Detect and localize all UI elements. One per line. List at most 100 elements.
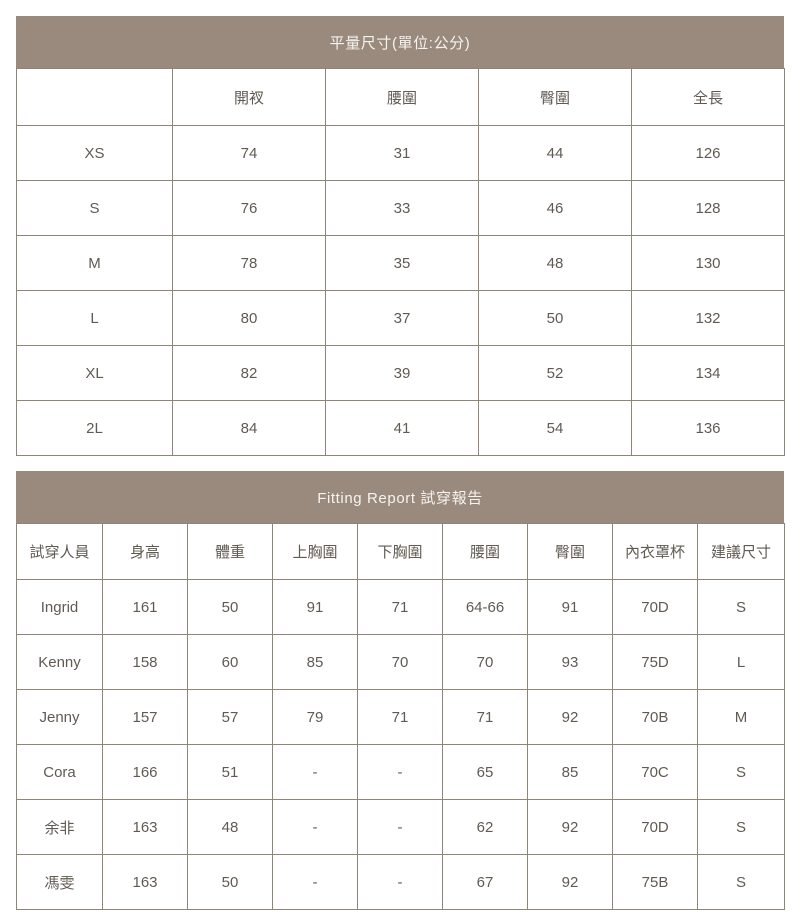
table-cell: 50 — [478, 290, 632, 346]
table-cell: 51 — [187, 744, 273, 800]
table-cell: 91 — [527, 579, 613, 635]
row-header: Ingrid — [16, 579, 103, 635]
table-cell: 70D — [612, 799, 698, 855]
table-cell: 92 — [527, 854, 613, 910]
table-cell: 91 — [272, 579, 358, 635]
column-header: 臀圍 — [478, 68, 632, 126]
table-cell: M — [697, 689, 785, 745]
row-header: 余非 — [16, 799, 103, 855]
table-cell: 64-66 — [442, 579, 528, 635]
table-cell: 67 — [442, 854, 528, 910]
table-cell: 79 — [272, 689, 358, 745]
table-cell: 76 — [172, 180, 326, 236]
table-cell: 85 — [527, 744, 613, 800]
table-cell: 70 — [357, 634, 443, 690]
column-header: 開衩 — [172, 68, 326, 126]
table-cell: 128 — [631, 180, 785, 236]
fitting-report-table: 試穿人員 身高 體重 上胸圍 下胸圍 腰圍 臀圍 內衣罩杯 建議尺寸 Ingrid 161 50 91… — [16, 523, 785, 910]
table-cell: 70B — [612, 689, 698, 745]
size-table-body: XS 74 31 44 126 S 76 33 46 128 M 78 35 48 130 L 80 37 50 13… — [16, 125, 785, 456]
column-header: 建議尺寸 — [697, 523, 785, 580]
column-header: 試穿人員 — [16, 523, 103, 580]
table-cell: 44 — [478, 125, 632, 181]
table-cell: 157 — [102, 689, 188, 745]
row-header: L — [16, 290, 173, 346]
column-header: 腰圍 — [442, 523, 528, 580]
table-cell: 33 — [325, 180, 479, 236]
table-row: 馮雯 163 50- -67 92 75B S — [16, 854, 785, 910]
row-header: Jenny — [16, 689, 103, 745]
table-cell: 75D — [612, 634, 698, 690]
table-cell: - — [272, 799, 358, 855]
table-cell: 74 — [172, 125, 326, 181]
table-cell: 65 — [442, 744, 528, 800]
table-row: 2L 84 41 54 136 — [16, 400, 785, 456]
row-header: M — [16, 235, 173, 291]
table-cell: 134 — [631, 345, 785, 401]
table-row: XL 82 39 52 134 — [16, 345, 785, 401]
table-cell: 132 — [631, 290, 785, 346]
table-cell: 136 — [631, 400, 785, 456]
table-cell: 82 — [172, 345, 326, 401]
table-cell: 60 — [187, 634, 273, 690]
column-header: 全長 — [631, 68, 785, 126]
table-cell: 50 — [187, 854, 273, 910]
table-cell: L — [697, 634, 785, 690]
table-row: Ingrid 161 50 91 71 64-66 91 70D S — [16, 579, 785, 635]
table-cell: 52 — [478, 345, 632, 401]
row-header: Kenny — [16, 634, 103, 690]
fitting-report-title: Fitting Report 試穿報告 — [16, 471, 784, 523]
table-cell: S — [697, 799, 785, 855]
table-cell: 126 — [631, 125, 785, 181]
table-cell: 35 — [325, 235, 479, 291]
table-cell: 39 — [325, 345, 479, 401]
table-cell: 48 — [478, 235, 632, 291]
table-cell: 78 — [172, 235, 326, 291]
table-cell: 85 — [272, 634, 358, 690]
table-row: XS 74 31 44 126 — [16, 125, 785, 181]
table-cell: 62 — [442, 799, 528, 855]
table-cell: 71 — [357, 579, 443, 635]
table-row: Jenny 157 57 79 71 71 92 70B M — [16, 689, 785, 745]
table-cell: 50 — [187, 579, 273, 635]
table-cell: 57 — [187, 689, 273, 745]
table-row: M 78 35 48 130 — [16, 235, 785, 291]
fitting-report-header: 試穿人員 身高 體重 上胸圍 下胸圍 腰圍 臀圍 內衣罩杯 建議尺寸 — [16, 523, 785, 580]
table-cell: - — [357, 854, 443, 910]
size-table-section: 平量尺寸(單位:公分) 開衩 腰圍 臀圍 全長 XS 74 31 44 126 S 76 33 46 1… — [16, 16, 785, 456]
table-cell: 46 — [478, 180, 632, 236]
table-cell: 54 — [478, 400, 632, 456]
table-cell: S — [697, 579, 785, 635]
table-row: L 80 37 50 132 — [16, 290, 785, 346]
column-header — [16, 68, 173, 126]
table-cell: 163 — [102, 854, 188, 910]
column-header: 臀圍 — [527, 523, 613, 580]
table-cell: 70 — [442, 634, 528, 690]
table-cell: 130 — [631, 235, 785, 291]
table-cell: 70C — [612, 744, 698, 800]
table-cell: 80 — [172, 290, 326, 346]
table-cell: 71 — [442, 689, 528, 745]
column-header: 腰圍 — [325, 68, 479, 126]
row-header: 2L — [16, 400, 173, 456]
table-cell: 70D — [612, 579, 698, 635]
table-cell: 158 — [102, 634, 188, 690]
table-row: Kenny 158 60 85 70 70 93 75D L — [16, 634, 785, 690]
column-header: 體重 — [187, 523, 273, 580]
table-cell: 71 — [357, 689, 443, 745]
column-header: 身高 — [102, 523, 188, 580]
table-cell: - — [357, 744, 443, 800]
fitting-report-body: Ingrid 161 50 91 71 64-66 91 70D S Kenny 158 60 85 70… — [16, 579, 785, 910]
table-cell: 84 — [172, 400, 326, 456]
table-row: Cora 166 51- -65 85 70C S — [16, 744, 785, 800]
table-cell: 92 — [527, 689, 613, 745]
table-row: S 76 33 46 128 — [16, 180, 785, 236]
header-row: 試穿人員 身高 體重 上胸圍 下胸圍 腰圍 臀圍 內衣罩杯 建議尺寸 — [16, 523, 785, 580]
table-cell: 163 — [102, 799, 188, 855]
row-header: XS — [16, 125, 173, 181]
table-cell: 48 — [187, 799, 273, 855]
size-table-header: 開衩 腰圍 臀圍 全長 — [16, 68, 785, 126]
table-cell: - — [272, 854, 358, 910]
table-cell: S — [697, 744, 785, 800]
